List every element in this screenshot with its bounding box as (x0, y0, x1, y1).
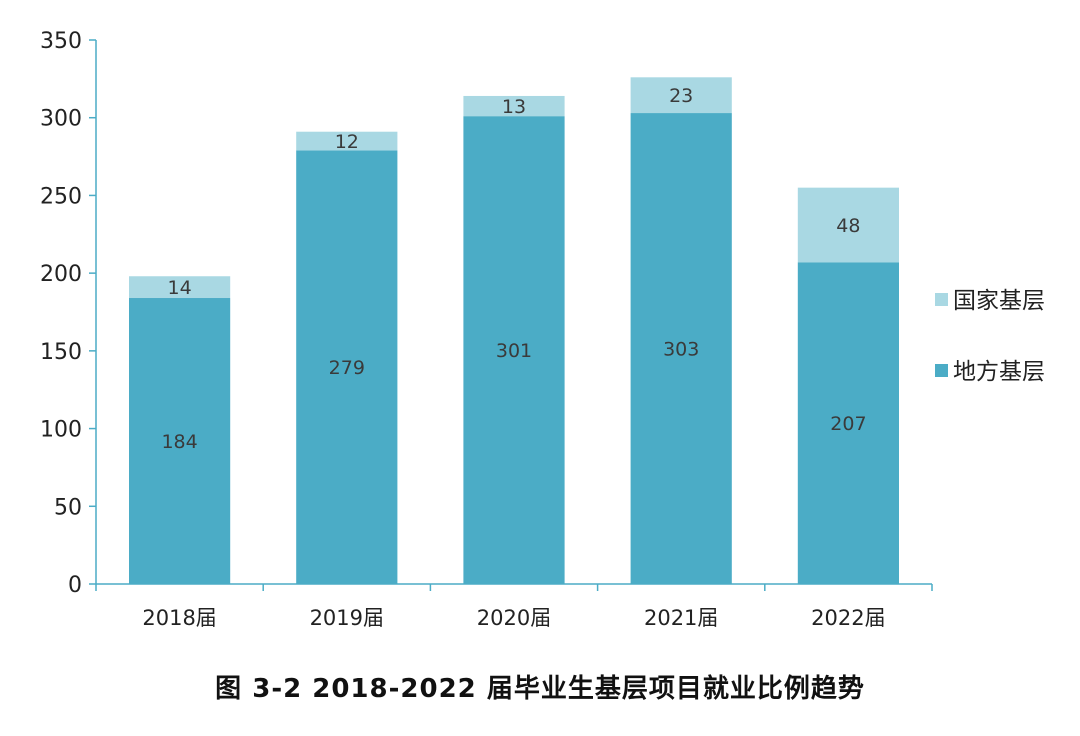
y-tick-label: 150 (40, 340, 82, 365)
bar-segment-national (797, 187, 899, 263)
data-label: 14 (168, 277, 192, 299)
y-tick-label: 350 (40, 29, 82, 54)
stacked-bar-chart: 0 50 100 150 200 250 300 350 2018届 2019届 2020届 202… (40, 29, 1045, 630)
legend-label: 国家基层 (953, 288, 1045, 314)
data-label: 301 (496, 340, 532, 362)
x-axis: 2018届 2019届 2020届 2021届 2022届 (95, 583, 933, 630)
y-tick-label: 100 (40, 418, 82, 443)
y-tick-label: 200 (40, 262, 82, 287)
bar-segment-national (630, 77, 732, 114)
legend-swatch (935, 364, 948, 377)
y-tick-label: 300 (40, 107, 82, 132)
bar-segment-national (463, 95, 565, 117)
y-tick-label: 250 (40, 184, 82, 209)
figure-caption: 图 3-2 2018-2022 届毕业生基层项目就业比例趋势 (215, 674, 865, 704)
category-label: 2019届 (310, 606, 384, 630)
bar-segment-local (797, 262, 899, 584)
data-label: 303 (663, 339, 699, 361)
bar-segment-local (129, 298, 231, 584)
data-label: 23 (669, 85, 693, 107)
legend-swatch (935, 293, 948, 306)
data-label: 48 (836, 215, 860, 237)
data-label: 207 (830, 413, 866, 435)
bar-segment-local (630, 113, 732, 585)
data-label: 12 (335, 131, 359, 153)
category-label: 2021届 (644, 606, 718, 630)
category-label: 2022届 (811, 606, 885, 630)
data-label: 279 (329, 357, 365, 379)
y-axis: 0 50 100 150 200 250 300 350 (40, 29, 97, 598)
category-label: 2018届 (142, 606, 216, 630)
legend-label: 地方基层 (953, 359, 1045, 385)
data-label: 13 (502, 96, 526, 118)
bars: 184 14 279 12 301 13 303 23 207 48 (129, 77, 899, 585)
bar-segment-local (296, 150, 398, 584)
y-tick-label: 50 (54, 495, 82, 520)
bar-segment-national (296, 131, 398, 151)
y-tick-label: 0 (68, 573, 82, 598)
bar-segment-national (129, 276, 231, 299)
category-label: 2020届 (477, 606, 551, 630)
bar-segment-local (463, 116, 565, 584)
data-label: 184 (161, 431, 197, 453)
